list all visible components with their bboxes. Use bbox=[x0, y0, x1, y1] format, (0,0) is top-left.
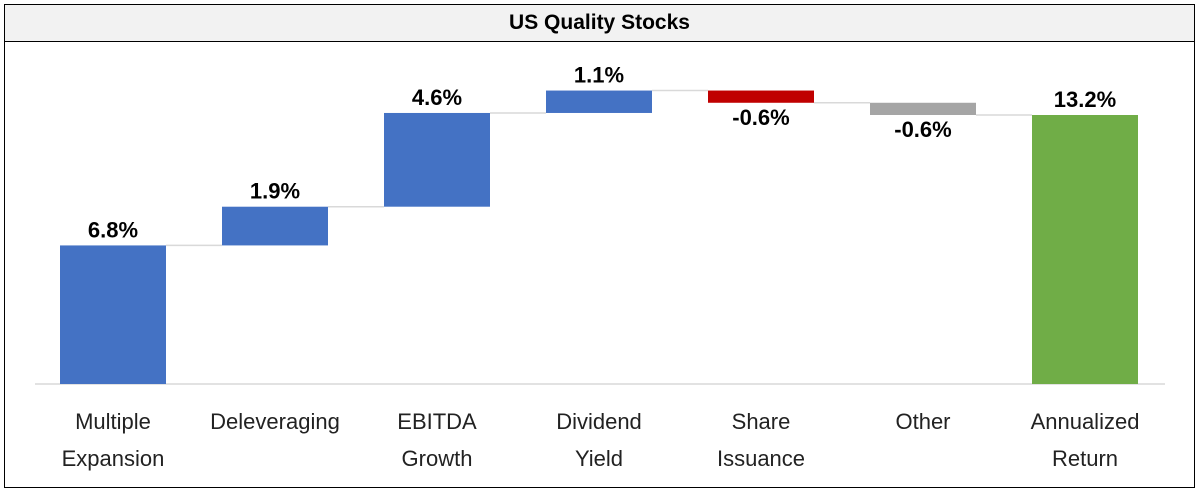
category-label: Yield bbox=[575, 446, 623, 471]
category-label: Annualized bbox=[1031, 409, 1140, 434]
chart-title: US Quality Stocks bbox=[509, 11, 690, 34]
data-label: 4.6% bbox=[412, 85, 462, 110]
category-label: EBITDA bbox=[397, 409, 477, 434]
category-label: Multiple bbox=[75, 409, 151, 434]
category-label: Expansion bbox=[62, 446, 165, 471]
bar-total bbox=[1032, 115, 1138, 384]
bar-increase bbox=[384, 112, 490, 207]
data-label: -0.6% bbox=[894, 117, 951, 142]
bar-increase bbox=[60, 245, 166, 384]
category-label: Share bbox=[732, 409, 791, 434]
category-label: Issuance bbox=[717, 446, 805, 471]
data-label: -0.6% bbox=[732, 105, 789, 130]
category-label: Deleveraging bbox=[210, 409, 340, 434]
data-label: 1.9% bbox=[250, 179, 300, 204]
bar-increase bbox=[546, 90, 652, 113]
category-label: Growth bbox=[402, 446, 473, 471]
bar-decrease bbox=[708, 90, 814, 103]
category-label: Other bbox=[895, 409, 950, 434]
category-label: Return bbox=[1052, 446, 1118, 471]
chart-title-bar: US Quality Stocks bbox=[5, 5, 1194, 42]
bar-other bbox=[870, 102, 976, 115]
data-label: 1.1% bbox=[574, 63, 624, 88]
category-label: Dividend bbox=[556, 409, 642, 434]
data-label: 13.2% bbox=[1054, 87, 1116, 112]
bar-increase bbox=[222, 206, 328, 246]
data-label: 6.8% bbox=[88, 217, 138, 242]
